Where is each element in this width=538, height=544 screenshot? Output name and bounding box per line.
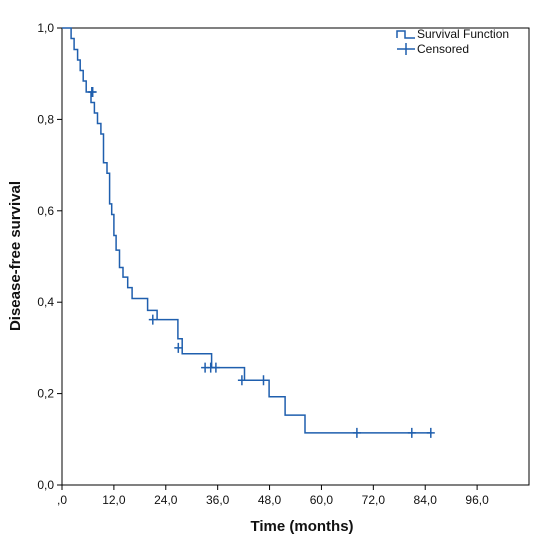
x-tick-label: 12,0 <box>102 493 126 507</box>
x-tick-label: ,0 <box>57 493 67 507</box>
x-tick-label: 24,0 <box>154 493 178 507</box>
y-tick-label: 0,6 <box>37 204 54 218</box>
censored-marker <box>259 375 268 386</box>
censored-marker <box>88 87 97 97</box>
x-tick-label: 96,0 <box>465 493 489 507</box>
censored-marker <box>211 362 220 373</box>
legend-survival-swatch <box>396 30 415 39</box>
x-tick-label: 48,0 <box>258 493 282 507</box>
x-tick-label: 60,0 <box>310 493 334 507</box>
x-axis-title: Time (months) <box>250 518 353 535</box>
survival-step-line <box>62 27 432 434</box>
x-axis-ticks: ,0 12,0 24,0 36,0 48,0 60,0 72,0 84,0 96,0 <box>57 485 489 507</box>
plot-frame <box>61 27 530 486</box>
y-tick-label: 0,8 <box>37 112 54 126</box>
y-tick-label: 0,2 <box>37 387 54 401</box>
y-tick-label: 0,4 <box>37 295 54 309</box>
legend-survival-label: Survival Function <box>417 27 509 41</box>
censored-marker <box>148 314 157 325</box>
series-layer <box>62 27 432 434</box>
legend: Survival Function Censored <box>396 27 509 56</box>
y-axis-title: Disease-free survival <box>7 181 24 331</box>
legend-censored-label: Censored <box>417 42 469 56</box>
censored-markers <box>87 87 435 438</box>
censored-marker <box>426 427 435 438</box>
censored-marker <box>407 427 416 438</box>
y-tick-label: 0,0 <box>37 478 54 492</box>
x-tick-label: 36,0 <box>206 493 230 507</box>
x-tick-label: 72,0 <box>362 493 386 507</box>
censored-marker <box>352 427 361 438</box>
y-tick-label: 1,0 <box>37 21 54 35</box>
censored-marker <box>174 342 183 353</box>
x-tick-label: 84,0 <box>414 493 438 507</box>
censored-marker <box>237 375 246 386</box>
y-axis-ticks: 0,0 0,2 0,4 0,6 0,8 1,0 <box>37 21 62 492</box>
